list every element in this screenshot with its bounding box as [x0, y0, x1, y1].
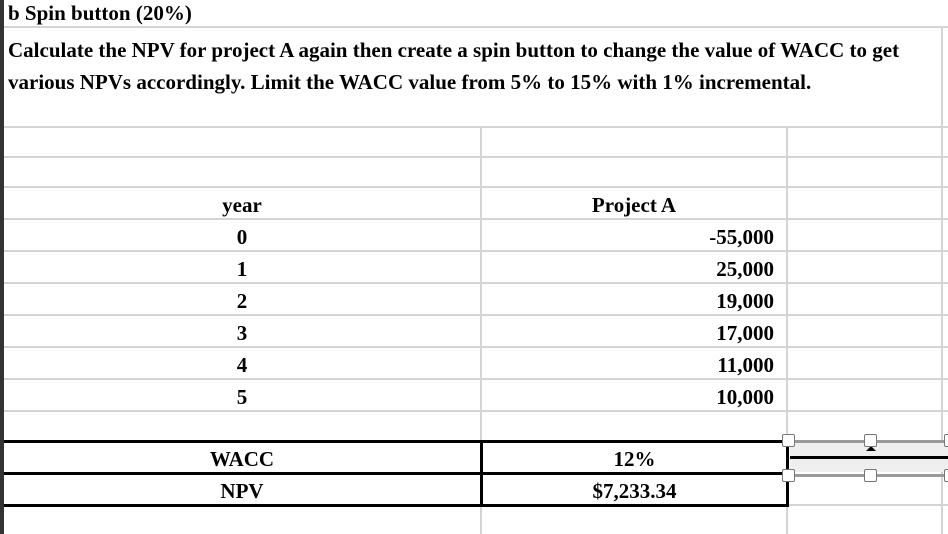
- summary-border-mid: [4, 472, 788, 475]
- gridline: [4, 156, 948, 158]
- cash-flow-cell[interactable]: 11,000: [717, 353, 774, 377]
- gridline: [786, 126, 788, 441]
- cash-flow-cell[interactable]: 10,000: [716, 385, 774, 409]
- gridline: [4, 282, 948, 284]
- gridline: [786, 505, 788, 534]
- gridline: [4, 378, 948, 380]
- gridline: [480, 126, 482, 441]
- resize-handle[interactable]: [864, 469, 877, 482]
- gridline: [4, 410, 948, 412]
- resize-handle[interactable]: [864, 434, 877, 447]
- spin-up-arrow-icon: [866, 446, 876, 451]
- summary-border-bottom: [4, 504, 788, 507]
- gridline: [4, 218, 948, 220]
- resize-handle[interactable]: [782, 434, 795, 447]
- summary-border-divider: [480, 440, 483, 507]
- spin-divider: [790, 456, 948, 459]
- npv-value[interactable]: $7,233.34: [592, 479, 677, 503]
- cash-flow-cell[interactable]: 19,000: [716, 289, 774, 313]
- resize-handle[interactable]: [944, 469, 948, 482]
- year-cell[interactable]: 0: [236, 225, 248, 249]
- resize-handle[interactable]: [944, 434, 948, 447]
- gridline: [4, 250, 948, 252]
- year-cell[interactable]: 2: [236, 289, 248, 313]
- gridline: [4, 346, 948, 348]
- gridline: [480, 505, 482, 534]
- wacc-value[interactable]: 12%: [613, 447, 656, 471]
- summary-border-top: [4, 440, 788, 443]
- spin-down-button[interactable]: [790, 458, 948, 472]
- year-cell[interactable]: 5: [236, 385, 248, 409]
- sheet-left-border: [0, 0, 4, 534]
- gridline: [941, 26, 943, 534]
- cash-flow-cell[interactable]: 17,000: [716, 321, 774, 345]
- wacc-label: WACC: [209, 447, 275, 471]
- year-cell[interactable]: 3: [236, 321, 248, 345]
- year-cell[interactable]: 1: [236, 257, 248, 281]
- resize-handle[interactable]: [782, 469, 795, 482]
- cash-flow-cell[interactable]: 25,000: [716, 257, 774, 281]
- gridline: [4, 314, 948, 316]
- gridline: [4, 186, 948, 188]
- gridline: [787, 504, 948, 506]
- project-a-header: Project A: [591, 193, 677, 217]
- gridline: [4, 126, 948, 128]
- cash-flow-cell[interactable]: -55,000: [709, 225, 774, 249]
- instructions-text: Calculate the NPV for project A again th…: [8, 38, 900, 94]
- year-cell[interactable]: 4: [236, 353, 248, 377]
- npv-label: NPV: [220, 479, 264, 503]
- section-title: b Spin button (20%): [8, 1, 192, 25]
- year-header: year: [222, 193, 262, 217]
- gridline: [4, 26, 948, 28]
